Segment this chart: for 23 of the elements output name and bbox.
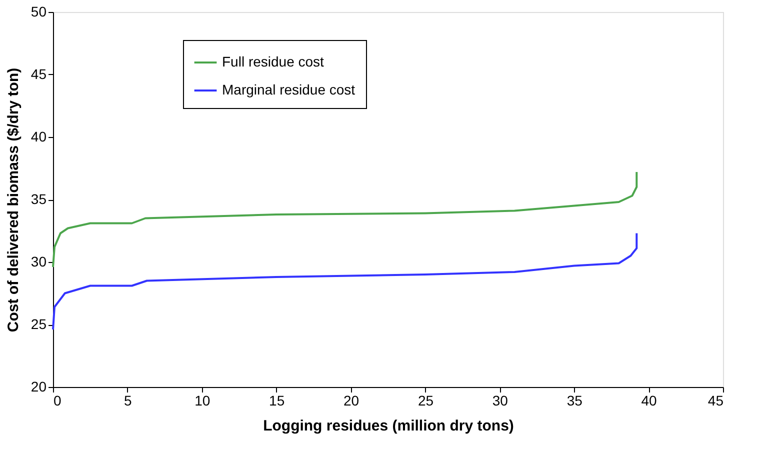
y-tick-label: 50: [30, 4, 47, 20]
line-series: [52, 232, 638, 330]
y-tick-label: 45: [30, 66, 47, 82]
line-series: [52, 171, 638, 268]
x-tick-label: 30: [492, 392, 508, 408]
legend-label: Full residue cost: [222, 54, 324, 70]
x-tick-label: 20: [343, 392, 360, 408]
y-tick-label: 20: [30, 378, 47, 394]
legend-label: Marginal residue cost: [222, 82, 356, 98]
y-tick-label: 25: [30, 316, 47, 332]
x-tick-label: 5: [124, 392, 132, 408]
y-tick-label: 40: [30, 128, 47, 144]
x-tick-label: 15: [269, 392, 285, 408]
x-tick-label: 0: [54, 392, 62, 408]
x-tick-label: 45: [708, 392, 724, 408]
y-tick-label: 30: [30, 254, 47, 270]
y-axis-title: Cost of delivered biomass ($/dry ton): [4, 68, 22, 332]
x-tick-label: 25: [418, 392, 434, 408]
x-tick-label: 35: [566, 392, 583, 408]
x-tick-label: 40: [641, 392, 658, 408]
x-axis-title: Logging residues (million dry tons): [263, 418, 514, 434]
y-tick-label: 35: [30, 191, 47, 207]
x-tick-label: 10: [194, 392, 210, 408]
